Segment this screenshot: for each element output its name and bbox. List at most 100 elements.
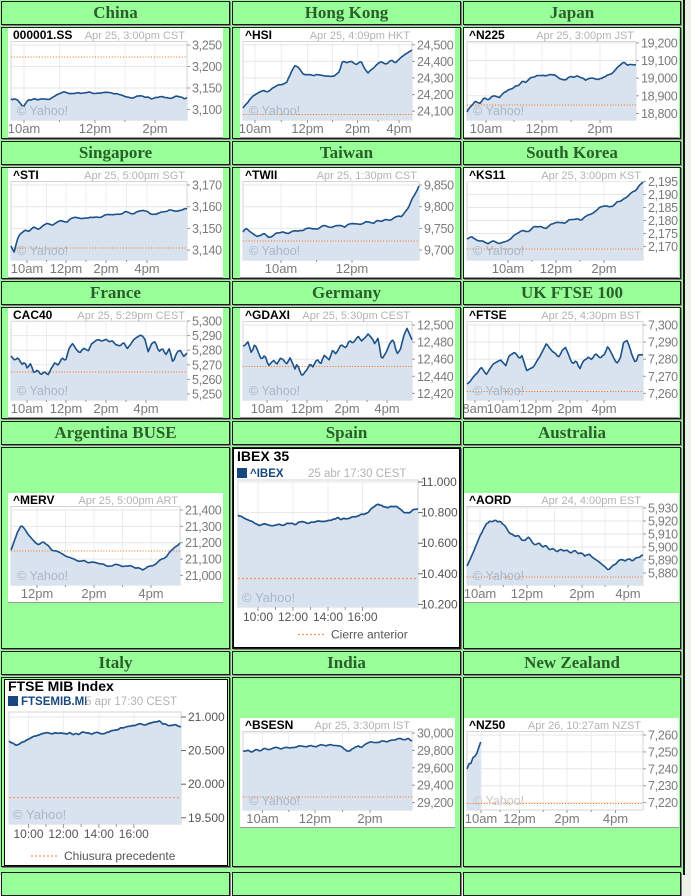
svg-text:^STI: ^STI [13,168,39,182]
svg-text:Apr 26, 10:27am NZST: Apr 26, 10:27am NZST [528,720,641,732]
svg-text:3,160: 3,160 [192,200,222,214]
svg-text:16:00: 16:00 [119,827,149,841]
svg-text:© Yahoo!: © Yahoo! [249,794,300,808]
svg-text:2,170: 2,170 [648,240,678,254]
svg-text:3,140: 3,140 [192,244,222,258]
svg-text:12pm: 12pm [520,401,553,416]
svg-text:24,200: 24,200 [417,88,454,102]
svg-text:10am: 10am [487,401,520,416]
svg-text:3,150: 3,150 [192,82,222,96]
svg-text:12,460: 12,460 [417,353,454,367]
svg-text:19,100: 19,100 [641,54,678,68]
svg-text:12pm: 12pm [50,401,83,416]
svg-text:5,900: 5,900 [648,541,678,555]
svg-text:10am: 10am [240,121,271,136]
svg-text:21,400: 21,400 [185,504,222,518]
svg-text:4pm: 4pm [134,261,159,276]
svg-text:Apr 25, 3:00pm JST: Apr 25, 3:00pm JST [536,30,634,42]
svg-text:7,270: 7,270 [648,370,678,384]
svg-text:© Yahoo!: © Yahoo! [473,384,524,398]
svg-text:Apr 25, 3:00pm KST: Apr 25, 3:00pm KST [541,170,641,182]
svg-text:5,910: 5,910 [648,528,678,542]
svg-text:^AORD: ^AORD [469,493,512,507]
svg-text:5,880: 5,880 [648,567,678,581]
svg-text:7,260: 7,260 [648,729,678,743]
svg-text:21,000: 21,000 [185,569,222,583]
svg-text:11.000: 11.000 [421,475,457,489]
svg-text:© Yahoo!: © Yahoo! [249,384,300,398]
svg-text:^BSESN: ^BSESN [245,718,293,732]
svg-text:19.500: 19.500 [188,811,225,825]
svg-text:14:00: 14:00 [84,827,114,841]
svg-text:10.600: 10.600 [421,536,458,550]
svg-text:5,290: 5,290 [192,329,222,343]
svg-text:10am: 10am [265,261,298,276]
svg-text:4pm: 4pm [386,121,411,136]
svg-text:29,400: 29,400 [417,779,454,793]
svg-text:7,300: 7,300 [648,319,678,333]
svg-text:12,440: 12,440 [417,370,454,384]
svg-text:2pm: 2pm [334,401,359,416]
svg-text:Apr 25, 4:30pm BST: Apr 25, 4:30pm BST [541,310,641,322]
svg-text:4pm: 4pm [603,811,628,826]
svg-text:12pm: 12pm [79,121,112,136]
svg-text:Apr 25, 3:00pm CST: Apr 25, 3:00pm CST [85,30,186,42]
svg-text:12pm: 12pm [299,811,332,826]
svg-text:10.800: 10.800 [421,506,458,520]
svg-text:5,300: 5,300 [192,315,222,329]
svg-text:2,185: 2,185 [648,201,678,215]
svg-text:2pm: 2pm [557,401,582,416]
svg-text:20.000: 20.000 [188,777,225,791]
svg-text:2,190: 2,190 [648,188,678,202]
svg-text:3,100: 3,100 [192,103,222,117]
svg-text:5,920: 5,920 [648,515,678,529]
svg-text:9,700: 9,700 [424,244,454,258]
svg-text:CAC40: CAC40 [13,308,53,322]
svg-text:9,750: 9,750 [424,222,454,236]
svg-text:7,230: 7,230 [648,779,678,793]
svg-text:2pm: 2pm [587,121,612,136]
svg-text:10am: 10am [246,811,279,826]
svg-text:3,200: 3,200 [192,60,222,74]
svg-text:21,300: 21,300 [185,520,222,534]
svg-text:25 abr 17:30 CEST: 25 abr 17:30 CEST [308,468,406,480]
svg-text:^HSI: ^HSI [245,28,272,42]
svg-text:^N225: ^N225 [469,28,505,42]
svg-text:Cierre anterior: Cierre anterior [331,628,408,642]
svg-text:^FTSE: ^FTSE [469,308,507,322]
svg-text:^GDAXI: ^GDAXI [245,308,290,322]
svg-text:10:00: 10:00 [243,610,273,624]
svg-text:7,220: 7,220 [648,796,678,810]
svg-text:9,800: 9,800 [424,200,454,214]
svg-text:12,480: 12,480 [417,336,454,350]
svg-text:5,930: 5,930 [648,502,678,516]
svg-text:12,500: 12,500 [417,319,454,333]
svg-text:2,175: 2,175 [648,227,678,241]
svg-text:12,420: 12,420 [417,387,454,401]
svg-text:10.200: 10.200 [421,597,458,611]
svg-text:Apr 25, 3:30pm IST: Apr 25, 3:30pm IST [315,720,411,732]
svg-text:^MERV: ^MERV [13,493,54,507]
svg-text:2pm: 2pm [569,586,594,601]
svg-text:Apr 25, 1:30pm CST: Apr 25, 1:30pm CST [317,170,418,182]
svg-text:5,260: 5,260 [192,373,222,387]
svg-text:19,200: 19,200 [641,36,678,50]
svg-text:10am: 10am [465,811,498,826]
svg-text:© Yahoo!: © Yahoo! [249,244,300,258]
svg-text:5,280: 5,280 [192,344,222,358]
svg-text:12pm: 12pm [511,586,544,601]
svg-text:19,000: 19,000 [641,72,678,86]
svg-text:© Yahoo!: © Yahoo! [473,569,524,583]
svg-text:2pm: 2pm [345,121,370,136]
svg-text:2pm: 2pm [81,586,106,601]
svg-text:29,600: 29,600 [417,761,454,775]
svg-text:^IBEX: ^IBEX [250,468,284,480]
svg-text:21,200: 21,200 [185,536,222,550]
svg-text:29,200: 29,200 [417,796,454,810]
svg-text:^TWII: ^TWII [245,168,277,182]
svg-text:10am: 10am [8,121,40,136]
svg-text:12pm: 12pm [526,121,559,136]
svg-text:7,280: 7,280 [648,353,678,367]
svg-text:5,890: 5,890 [648,554,678,568]
svg-text:2pm: 2pm [142,121,167,136]
